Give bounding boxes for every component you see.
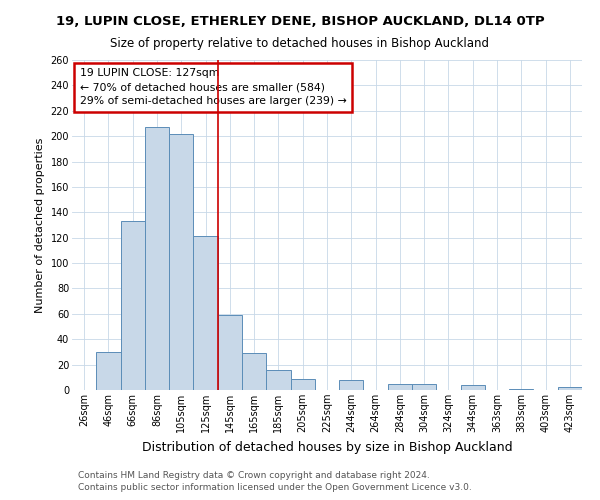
X-axis label: Distribution of detached houses by size in Bishop Auckland: Distribution of detached houses by size … [142,440,512,454]
Bar [242,353,266,390]
Y-axis label: Number of detached properties: Number of detached properties [35,138,45,312]
Bar [412,384,436,390]
Bar [169,134,193,390]
Bar [96,352,121,390]
Bar [121,221,145,390]
Text: Size of property relative to detached houses in Bishop Auckland: Size of property relative to detached ho… [110,38,490,51]
Bar [145,128,169,390]
Bar [509,388,533,390]
Bar [558,388,582,390]
Bar [266,370,290,390]
Text: 19 LUPIN CLOSE: 127sqm
← 70% of detached houses are smaller (584)
29% of semi-de: 19 LUPIN CLOSE: 127sqm ← 70% of detached… [80,68,346,106]
Bar [290,378,315,390]
Text: Contains public sector information licensed under the Open Government Licence v3: Contains public sector information licen… [78,484,472,492]
Bar [339,380,364,390]
Bar [193,236,218,390]
Bar [218,315,242,390]
Text: 19, LUPIN CLOSE, ETHERLEY DENE, BISHOP AUCKLAND, DL14 0TP: 19, LUPIN CLOSE, ETHERLEY DENE, BISHOP A… [56,15,544,28]
Text: Contains HM Land Registry data © Crown copyright and database right 2024.: Contains HM Land Registry data © Crown c… [78,471,430,480]
Bar [461,385,485,390]
Bar [388,384,412,390]
